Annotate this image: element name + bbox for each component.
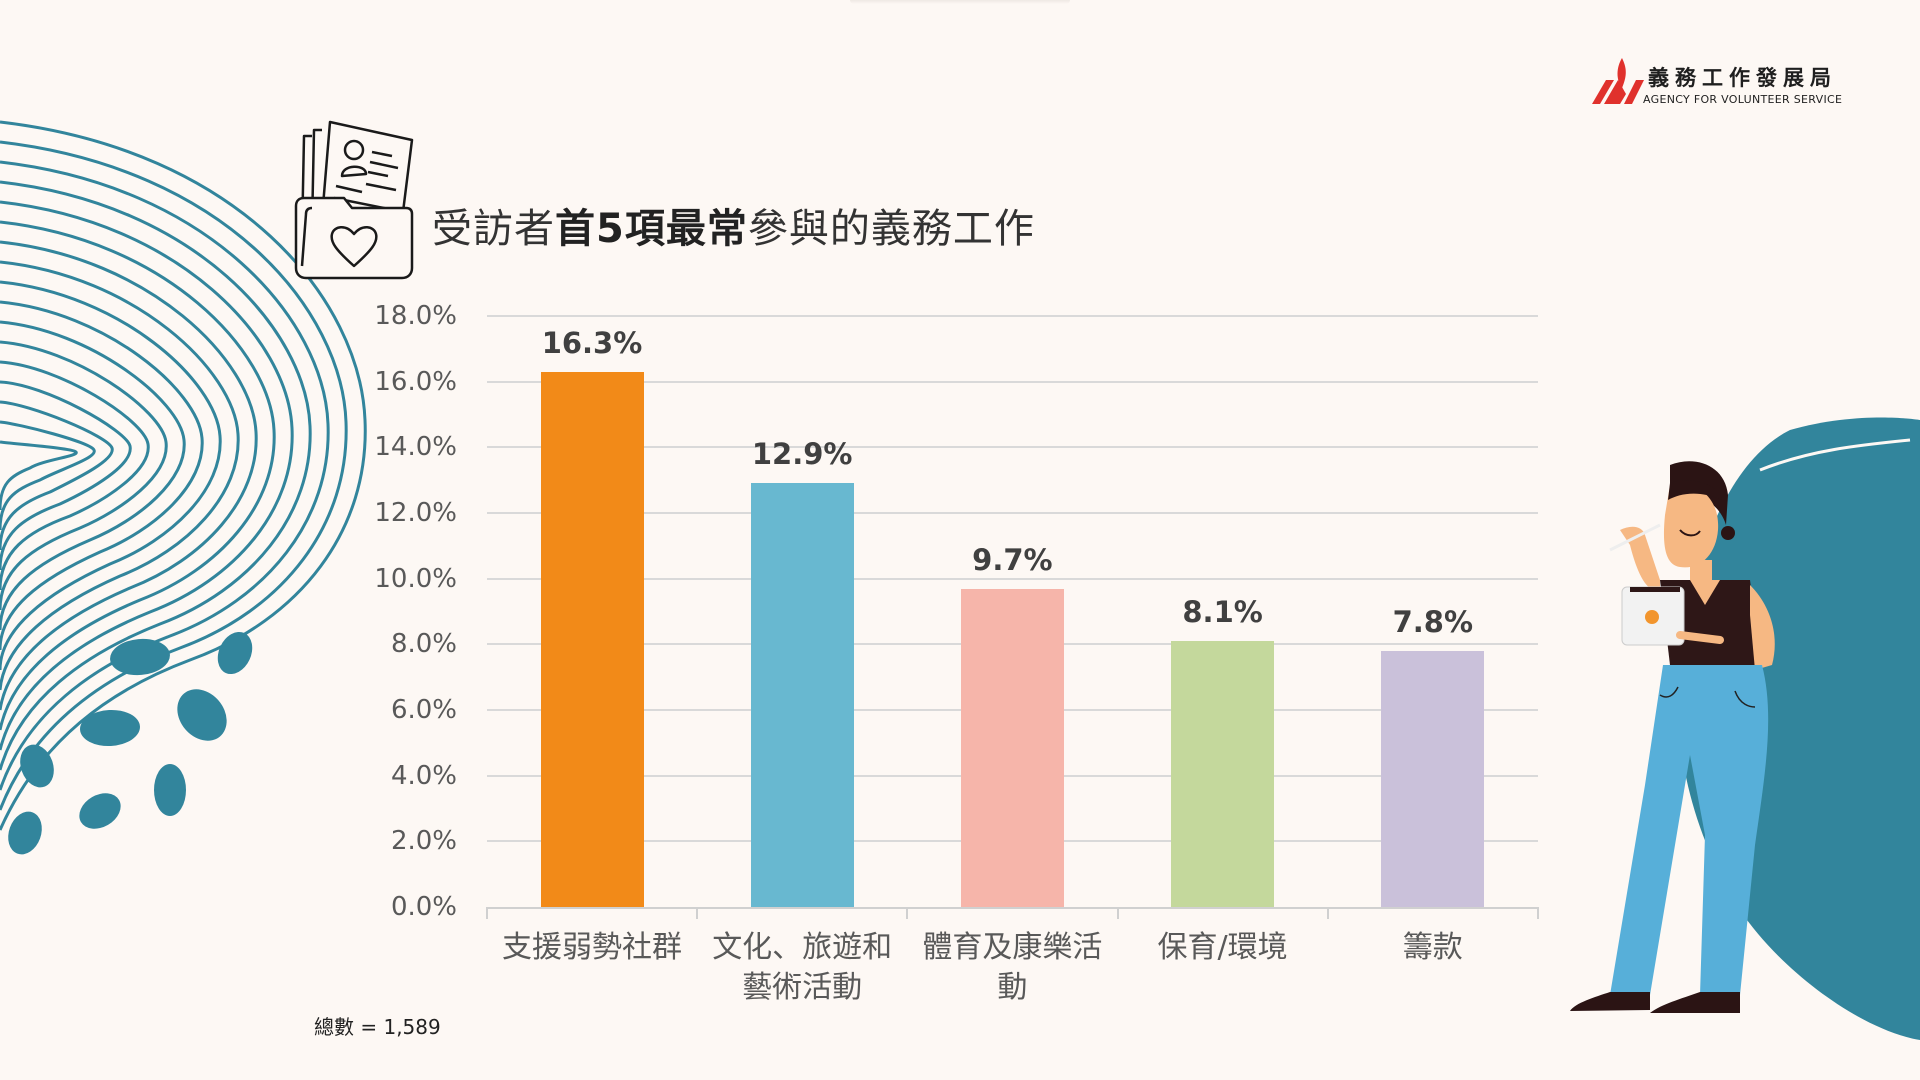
category-label-line: 籌款 [1402, 930, 1463, 965]
gridline [487, 577, 1538, 580]
agency-name-chinese: 義務工作發展局 [1648, 66, 1837, 90]
x-axis-category-label: 體育及康樂活動 [907, 928, 1117, 1008]
y-axis-tick-label: 2.0% [390, 826, 457, 857]
x-axis-category-label: 文化、旅遊和 藝術活動 [697, 928, 907, 1008]
bar-value-label: 7.8% [1392, 604, 1474, 639]
x-axis-line [487, 907, 1538, 909]
bar-value-label: 12.9% [751, 437, 853, 472]
gridline [487, 315, 1538, 317]
title-part-1: 受訪者 [432, 206, 555, 252]
x-axis-tick-mark [1116, 907, 1119, 919]
wave-lines-decoration [0, 120, 367, 855]
woman-with-tablet-illustration [1570, 461, 1775, 1013]
gridline [487, 380, 1538, 383]
x-axis-tick-mark [1326, 907, 1329, 919]
bar[interactable] [961, 588, 1064, 907]
bar-value-label: 16.3% [541, 325, 643, 360]
title-part-3: 參與的義務工作 [747, 206, 1035, 252]
x-axis-category-label: 支援弱勢社群 [487, 928, 697, 968]
y-axis-tick-label: 16.0% [374, 366, 457, 397]
bar-value-label: 8.1% [1182, 595, 1263, 630]
bar[interactable] [750, 483, 854, 907]
bar[interactable] [1171, 641, 1275, 907]
y-axis-tick-label: 8.0% [390, 629, 457, 660]
title-part-2-bold: 首5項最常 [555, 206, 748, 252]
category-label-line: 體育及康樂活 [922, 930, 1103, 965]
x-axis-tick-mark [696, 907, 699, 919]
category-label-line: 動 [997, 970, 1028, 1005]
y-axis-tick-label: 4.0% [390, 760, 457, 791]
x-axis-tick-mark [906, 907, 909, 919]
total-sample-size: 總數 = 1,589 [314, 1015, 441, 1039]
x-axis-tick-mark [486, 907, 488, 919]
x-axis-category-label: 籌款 [1328, 928, 1538, 968]
x-axis-tick-mark [1537, 907, 1539, 919]
chart-title: 受訪者首5項最常參與的義務工作 [432, 196, 1035, 254]
y-axis-tick-label: 14.0% [374, 432, 457, 463]
category-label-line: 支援弱勢社群 [502, 930, 682, 965]
x-axis-category-label: 保育/環境 [1118, 928, 1328, 968]
gridline [487, 446, 1538, 449]
bar[interactable] [1381, 650, 1485, 907]
category-label-line: 藝術活動 [742, 970, 863, 1005]
y-axis-tick-label: 10.0% [374, 563, 457, 594]
y-axis-tick-label: 6.0% [390, 695, 457, 725]
y-axis-tick-label: 12.0% [374, 498, 457, 528]
category-label-line: 文化、旅遊和 [712, 930, 893, 965]
bar[interactable] [540, 371, 644, 907]
category-label-line: 保育/環境 [1157, 930, 1288, 965]
folder-resume-heart-icon [294, 120, 414, 280]
agency-logo-icon [1592, 58, 1644, 104]
bar-value-label: 9.7% [972, 542, 1053, 577]
gridline [487, 512, 1538, 514]
y-axis-tick-label: 0.0% [390, 892, 457, 922]
y-axis-tick-label: 18.0% [374, 301, 457, 331]
agency-name-english: AGENCY FOR VOLUNTEER SERVICE [1643, 93, 1843, 106]
top-edge-shadow [850, 0, 1070, 4]
